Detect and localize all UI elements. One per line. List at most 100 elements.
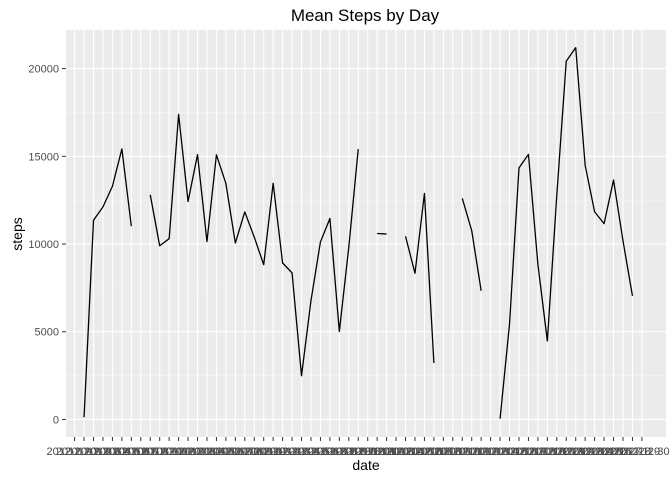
x-tick-label: 2012-11-27 bbox=[586, 446, 641, 458]
x-tick-label: 2012-11-25 bbox=[567, 446, 622, 458]
y-axis-title: steps bbox=[9, 217, 25, 250]
y-axis: 0 5000 10000 15000 20000 bbox=[28, 64, 66, 426]
x-tick-label: 2012-10-14 bbox=[169, 446, 225, 458]
data-point bbox=[111, 185, 114, 188]
data-point bbox=[92, 219, 95, 222]
x-tick-label: 2012-10-07 bbox=[103, 446, 159, 458]
data-point bbox=[347, 246, 350, 249]
x-tick-label: 2012-11-07 bbox=[397, 446, 452, 458]
x-tick-label: 2012-11-12 bbox=[444, 446, 499, 458]
data-point bbox=[357, 148, 360, 151]
x-tick-label: 2012-11-11 bbox=[435, 446, 490, 458]
x-tick-label: 2012-11-23 bbox=[548, 446, 603, 458]
data-point bbox=[158, 244, 161, 247]
data-point bbox=[224, 182, 227, 185]
x-tick-label: 2012-10-28 bbox=[302, 446, 358, 458]
y-tick-label: 15000 bbox=[28, 151, 59, 163]
x-tick-label: 2012-10-09 bbox=[122, 446, 178, 458]
data-point bbox=[622, 239, 625, 242]
x-tick-label: 2012-10-27 bbox=[292, 446, 348, 458]
data-point bbox=[291, 271, 294, 274]
data-point bbox=[253, 236, 256, 239]
data-point bbox=[631, 294, 634, 297]
x-tick-label: 2012-11-09 bbox=[416, 446, 471, 458]
data-point bbox=[593, 210, 596, 213]
data-point bbox=[536, 263, 539, 266]
x-tick-label: 2012-10-29 bbox=[311, 446, 367, 458]
x-tick-label: 2012-11-08 bbox=[406, 446, 461, 458]
data-point bbox=[83, 416, 86, 419]
data-point bbox=[206, 240, 209, 243]
x-tick-label: 2012-10-23 bbox=[254, 446, 310, 458]
data-point bbox=[102, 206, 105, 209]
data-point bbox=[508, 323, 511, 326]
x-tick-label: 2012-10-04 bbox=[75, 446, 131, 458]
y-tick-label: 10000 bbox=[28, 239, 59, 251]
data-point bbox=[470, 229, 473, 232]
x-tick-label: 2012-10-16 bbox=[188, 446, 244, 458]
data-point bbox=[215, 153, 218, 156]
data-point bbox=[272, 182, 275, 185]
x-tick-label: 2012-10-11 bbox=[141, 446, 196, 458]
x-tick-label: 2012-10-12 bbox=[150, 446, 206, 458]
data-point bbox=[243, 211, 246, 214]
data-point bbox=[120, 148, 123, 151]
x-tick-label: 2012-10-20 bbox=[226, 446, 282, 458]
x-tick-label: 2012-11-24 bbox=[557, 446, 612, 458]
x-tick-label: 2012-11-02 bbox=[349, 446, 404, 458]
x-tick-label: 2012-10-18 bbox=[207, 446, 263, 458]
data-point bbox=[612, 179, 615, 182]
x-tick-label: 2012-10-10 bbox=[132, 446, 188, 458]
x-tick-label: 2012-10-06 bbox=[94, 446, 150, 458]
data-point bbox=[404, 235, 407, 238]
x-tick-label: 2012-11-16 bbox=[482, 446, 537, 458]
data-point bbox=[234, 242, 237, 245]
x-tick-label: 2012-10-31 bbox=[330, 446, 386, 458]
x-tick-label: 2012-11-20 bbox=[520, 446, 575, 458]
x-tick-label: 2012-10-19 bbox=[217, 446, 273, 458]
x-tick-label: 2012-10-21 bbox=[236, 446, 292, 458]
data-point bbox=[130, 225, 133, 228]
data-point bbox=[376, 232, 379, 235]
x-tick-label: 2012-11-13 bbox=[453, 446, 508, 458]
x-tick-label: 2012-10-26 bbox=[283, 446, 339, 458]
x-tick-label: 2012-11-14 bbox=[463, 446, 518, 458]
series-layer bbox=[83, 47, 634, 419]
x-tick-label: 2012-10-05 bbox=[84, 446, 140, 458]
data-point bbox=[584, 164, 587, 167]
x-tick-label: 2012-10-15 bbox=[179, 446, 235, 458]
data-point bbox=[432, 362, 435, 365]
data-point bbox=[603, 222, 606, 225]
data-point bbox=[555, 194, 558, 197]
x-tick-label: 2012-11-01 bbox=[340, 446, 395, 458]
x-tick-label: 2012-10-25 bbox=[273, 446, 329, 458]
data-point bbox=[319, 241, 322, 244]
data-point bbox=[518, 167, 521, 170]
x-tick-label: 2012-10-24 bbox=[264, 446, 320, 458]
data-point bbox=[310, 299, 313, 302]
data-point bbox=[423, 192, 426, 195]
x-tick-label: 2012-11-21 bbox=[529, 446, 584, 458]
x-tick-label: 2012-10-08 bbox=[113, 446, 169, 458]
y-tick-label: 0 bbox=[53, 414, 59, 426]
x-tick-label: 2012-11-04 bbox=[368, 446, 423, 458]
data-point bbox=[546, 340, 549, 343]
data-point bbox=[338, 330, 341, 333]
x-tick-label: 2012-11-10 bbox=[425, 446, 480, 458]
x-tick-label: 2012-11-26 bbox=[576, 446, 631, 458]
data-point bbox=[480, 289, 483, 292]
x-tick-label: 2012-11-03 bbox=[359, 446, 414, 458]
x-tick-label: 2012-11-19 bbox=[510, 446, 565, 458]
data-point bbox=[168, 237, 171, 240]
x-tick-label: 2012-10-22 bbox=[245, 446, 301, 458]
data-point bbox=[385, 233, 388, 236]
x-tick-label: 2012-11-28 bbox=[595, 446, 650, 458]
data-point bbox=[177, 113, 180, 116]
x-tick-label: 2012-10-02 bbox=[56, 446, 112, 458]
data-point bbox=[196, 153, 199, 156]
x-tick-label: 2012-10-01 bbox=[46, 446, 102, 458]
data-point bbox=[149, 193, 152, 196]
data-point bbox=[461, 197, 464, 200]
x-tick-label: 2012-11-15 bbox=[472, 446, 527, 458]
